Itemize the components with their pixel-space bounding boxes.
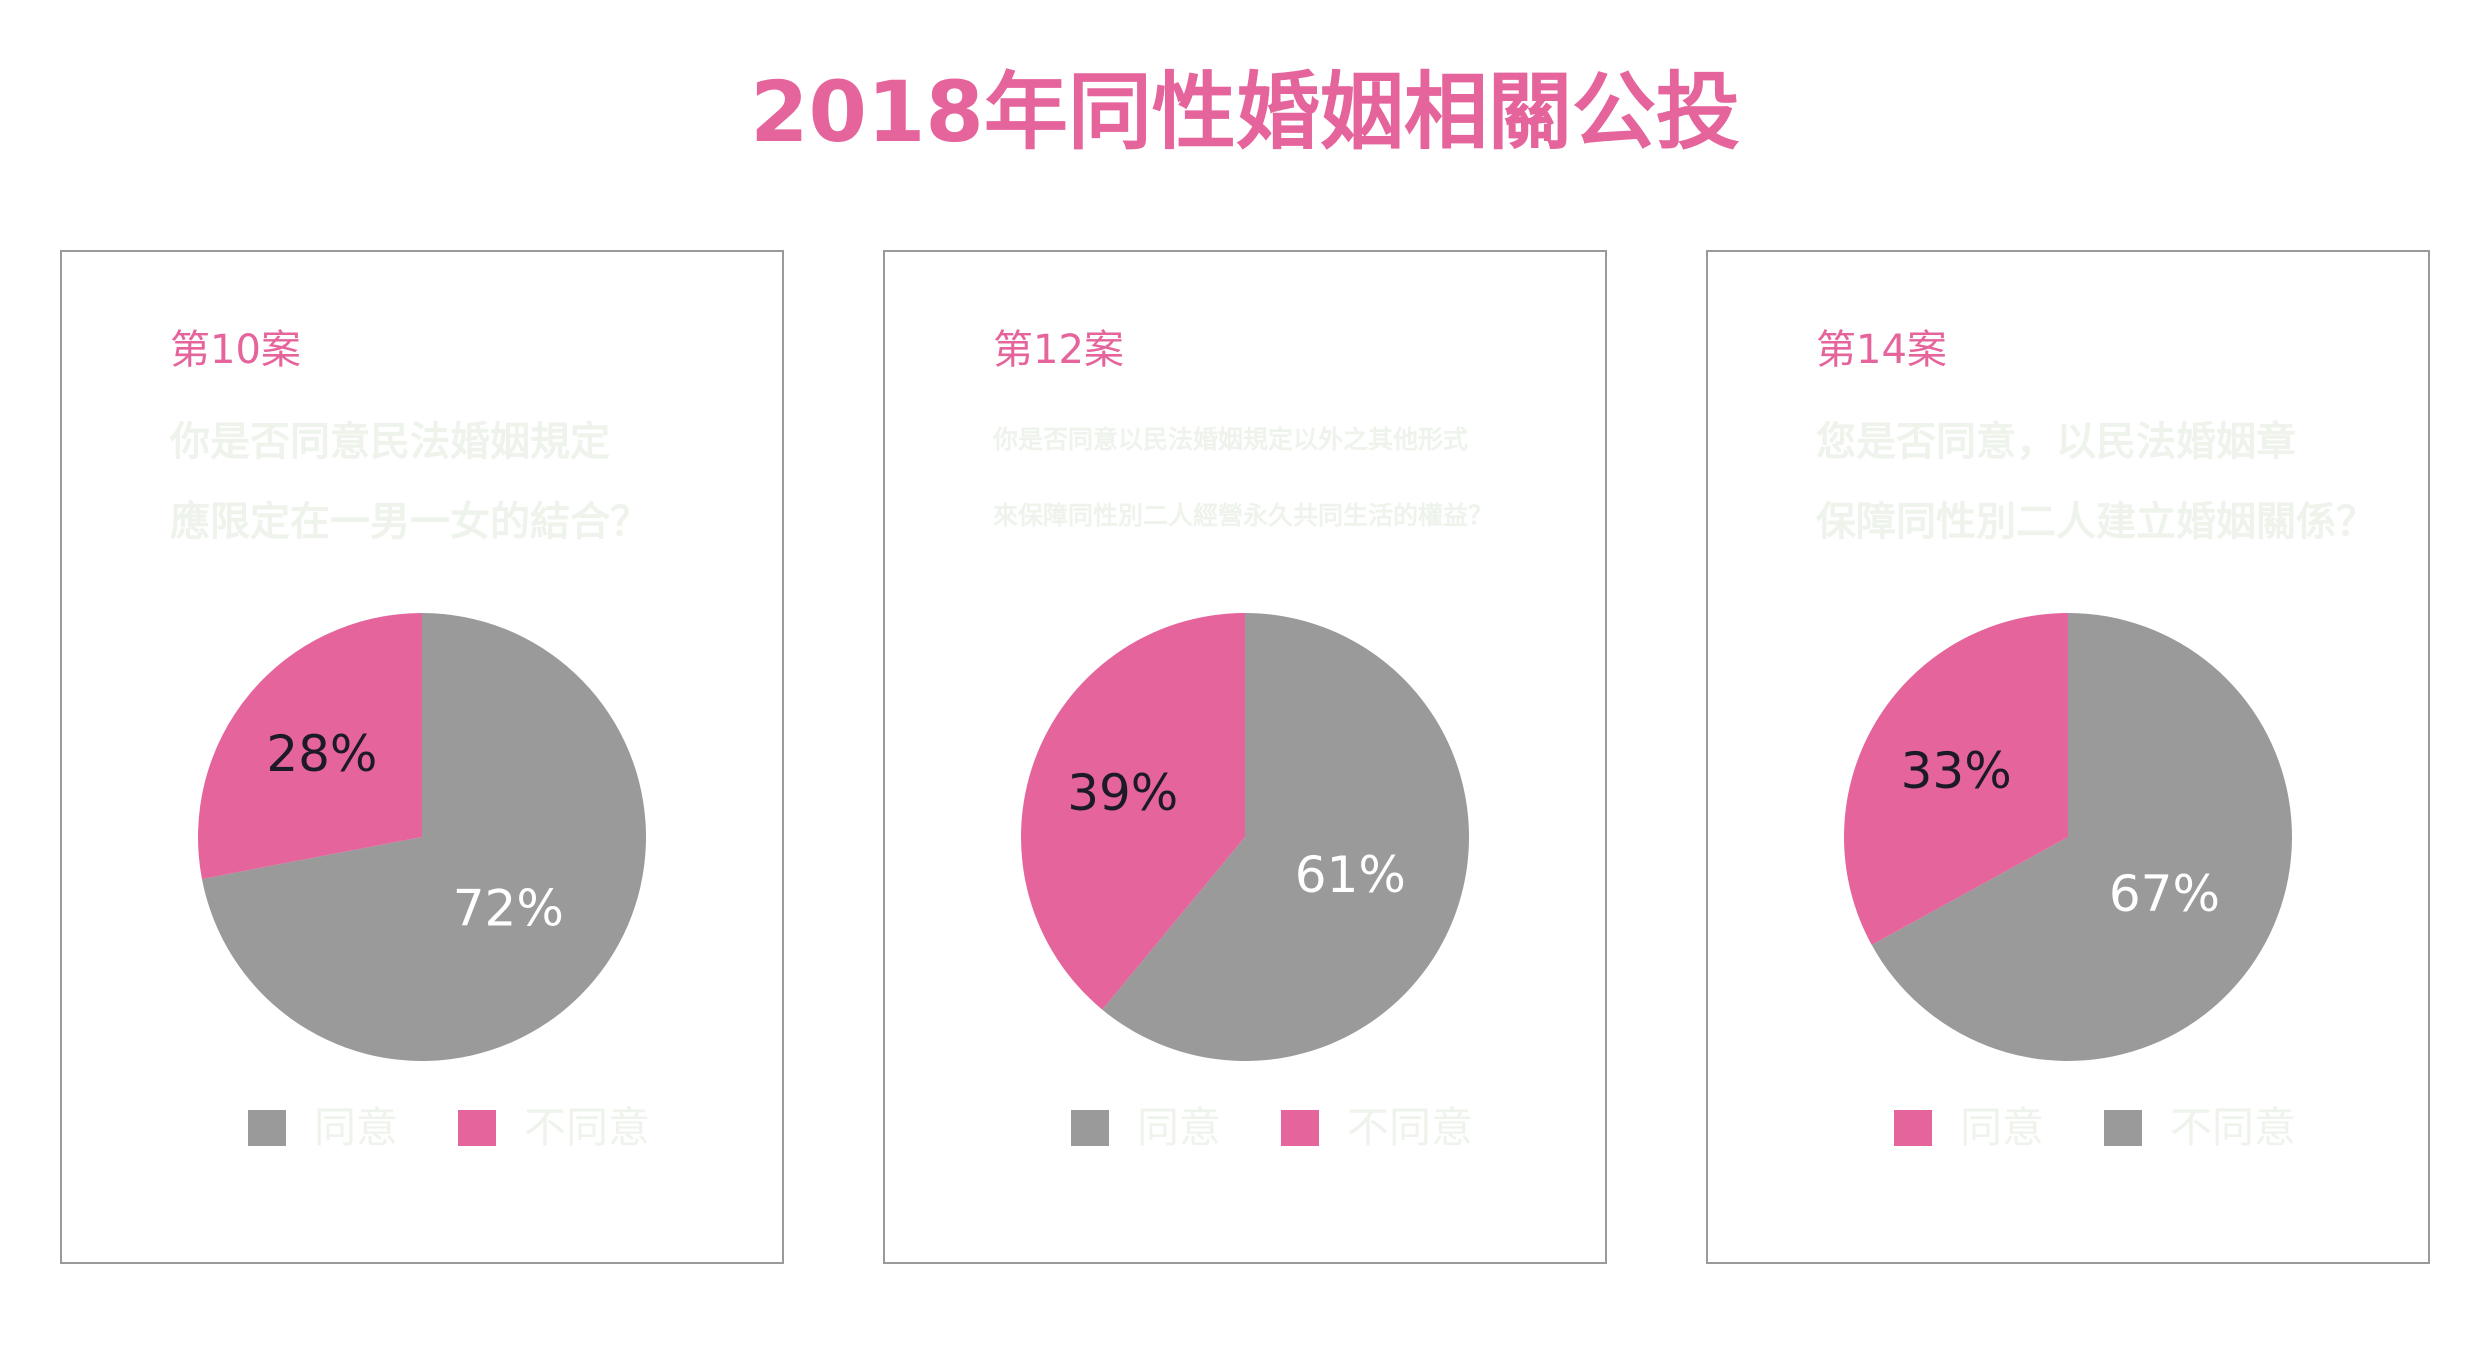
pie-slice-61 xyxy=(1102,613,1469,1061)
question-text: 你是否同意以民法婚姻規定以外之其他形式 來保障同性別二人經營永久共同生活的權益？ xyxy=(993,402,1493,554)
pie-slice-label: 33% xyxy=(1901,742,2012,800)
legend-label-2: 不同意 xyxy=(1347,1103,1474,1152)
pie-slice-39 xyxy=(1021,613,1245,1010)
question-line-1: 您是否同意，以民法婚姻章 xyxy=(1816,419,2296,465)
legend-label-1: 同意 xyxy=(1960,1103,2045,1152)
pie-chart: 61% 39% xyxy=(1021,613,1469,1061)
pie-slice-label: 39% xyxy=(1067,764,1178,822)
legend: 同意 不同意 xyxy=(62,1096,786,1156)
pie-slice-label: 61% xyxy=(1295,846,1406,904)
legend-swatch-1 xyxy=(1894,1110,1932,1146)
pie-slice-label: 28% xyxy=(266,725,377,783)
legend-label-1: 同意 xyxy=(1137,1103,1222,1152)
legend-label-2: 不同意 xyxy=(524,1103,651,1152)
legend-label-1: 同意 xyxy=(314,1103,399,1152)
legend-swatch-1 xyxy=(248,1110,286,1146)
question-text: 你是否同意民法婚姻規定 應限定在一男一女的結合？ xyxy=(170,402,650,562)
question-line-1: 你是否同意以民法婚姻規定以外之其他形式 xyxy=(993,425,1469,454)
chart-panel-case-12: 第12案 你是否同意以民法婚姻規定以外之其他形式 來保障同性別二人經營永久共同生… xyxy=(883,250,1607,1264)
case-label: 第12案 xyxy=(993,327,1124,373)
chart-panel-case-10: 第10案 你是否同意民法婚姻規定 應限定在一男一女的結合？ 72% 28% 同意 … xyxy=(60,250,784,1264)
question-line-2: 應限定在一男一女的結合？ xyxy=(170,499,650,545)
legend: 同意 不同意 xyxy=(885,1096,1609,1156)
question-line-2: 保障同性別二人建立婚姻關係？ xyxy=(1816,499,2376,545)
pie-slice-67 xyxy=(1871,613,2292,1061)
pie-chart: 67% 33% xyxy=(1844,613,2292,1061)
pie-slice-33 xyxy=(1844,613,2068,945)
legend-swatch-2 xyxy=(1281,1110,1319,1146)
page-title: 2018年同性婚姻相關公投 xyxy=(750,63,1740,161)
legend: 同意 不同意 xyxy=(1708,1096,2432,1156)
pie-slice-72 xyxy=(201,613,646,1061)
question-text: 您是否同意，以民法婚姻章 保障同性別二人建立婚姻關係？ xyxy=(1816,402,2376,562)
legend-swatch-2 xyxy=(2104,1110,2142,1146)
case-label: 第10案 xyxy=(170,327,301,373)
legend-label-2: 不同意 xyxy=(2170,1103,2297,1152)
legend-swatch-1 xyxy=(1071,1110,1109,1146)
question-line-2: 來保障同性別二人經營永久共同生活的權益？ xyxy=(993,501,1494,530)
case-label: 第14案 xyxy=(1816,327,1947,373)
pie-slice-label: 72% xyxy=(453,879,564,937)
legend-swatch-2 xyxy=(458,1110,496,1146)
question-line-1: 你是否同意民法婚姻規定 xyxy=(170,419,610,465)
pie-slice-28 xyxy=(197,613,422,879)
pie-slice-label: 67% xyxy=(2109,865,2220,923)
pie-chart: 72% 28% xyxy=(197,613,646,1061)
chart-panel-case-14: 第14案 您是否同意，以民法婚姻章 保障同性別二人建立婚姻關係？ 67% 33% … xyxy=(1706,250,2430,1264)
